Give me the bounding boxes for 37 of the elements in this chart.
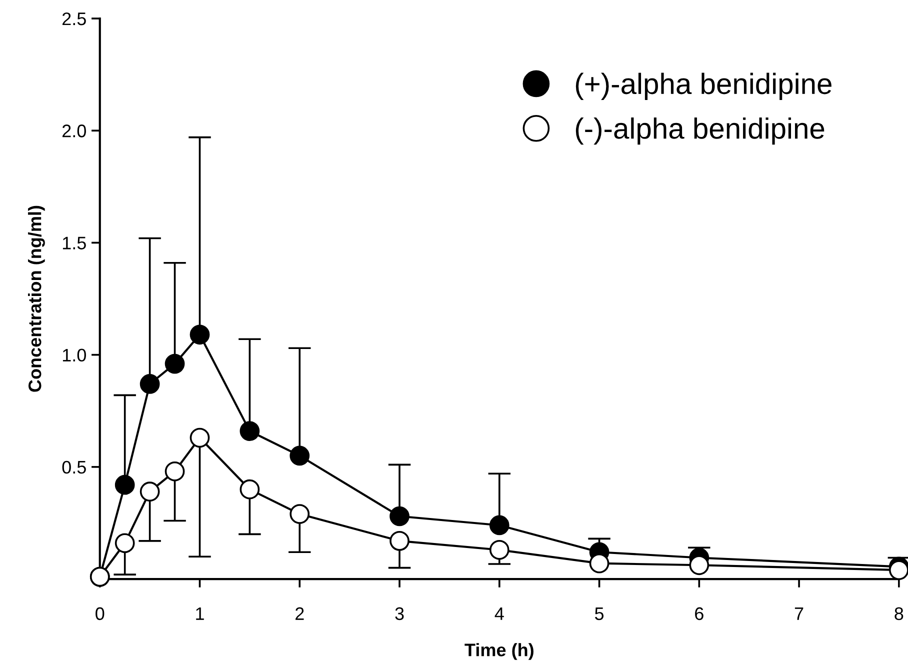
legend-label: (-)-alpha benidipine — [576, 117, 824, 145]
point — [489, 515, 510, 536]
point — [190, 324, 210, 345]
point — [140, 482, 160, 502]
legend-label: (+)-alpha benidipine — [576, 72, 832, 100]
y-axis-title: Concentration (ng/ml) — [28, 206, 45, 392]
x-tick-label: 6 — [695, 607, 704, 620]
x-tick-label: 1 — [196, 607, 204, 620]
x-tick-label: 4 — [494, 607, 504, 620]
point — [589, 553, 610, 574]
point — [140, 374, 160, 394]
point — [114, 533, 135, 554]
point — [290, 504, 310, 524]
point — [489, 540, 510, 560]
point — [390, 530, 410, 551]
x-tick-label: 0 — [96, 607, 104, 620]
x-tick-label: 7 — [794, 607, 804, 620]
point — [190, 428, 210, 448]
point — [240, 421, 260, 441]
x-tick-label: 2 — [296, 607, 304, 620]
x-tick-label: 5 — [594, 607, 604, 620]
x-axis-title: Time (h) — [464, 643, 534, 660]
y-tick-label: 2.5 — [62, 12, 86, 26]
point — [114, 474, 135, 495]
point — [390, 506, 410, 526]
point — [290, 446, 310, 466]
y-tick-label: 1.0 — [62, 348, 86, 362]
point — [888, 560, 908, 580]
y-tick-label: 1.5 — [62, 236, 86, 250]
x-tick-label: 3 — [395, 607, 404, 620]
x-tick-label: 8 — [894, 607, 904, 620]
y-tick-label: 0.5 — [62, 460, 86, 474]
point — [240, 479, 260, 500]
y-tick-label: 2.0 — [62, 124, 86, 138]
point — [689, 555, 710, 576]
point — [164, 461, 185, 482]
point — [164, 354, 185, 374]
